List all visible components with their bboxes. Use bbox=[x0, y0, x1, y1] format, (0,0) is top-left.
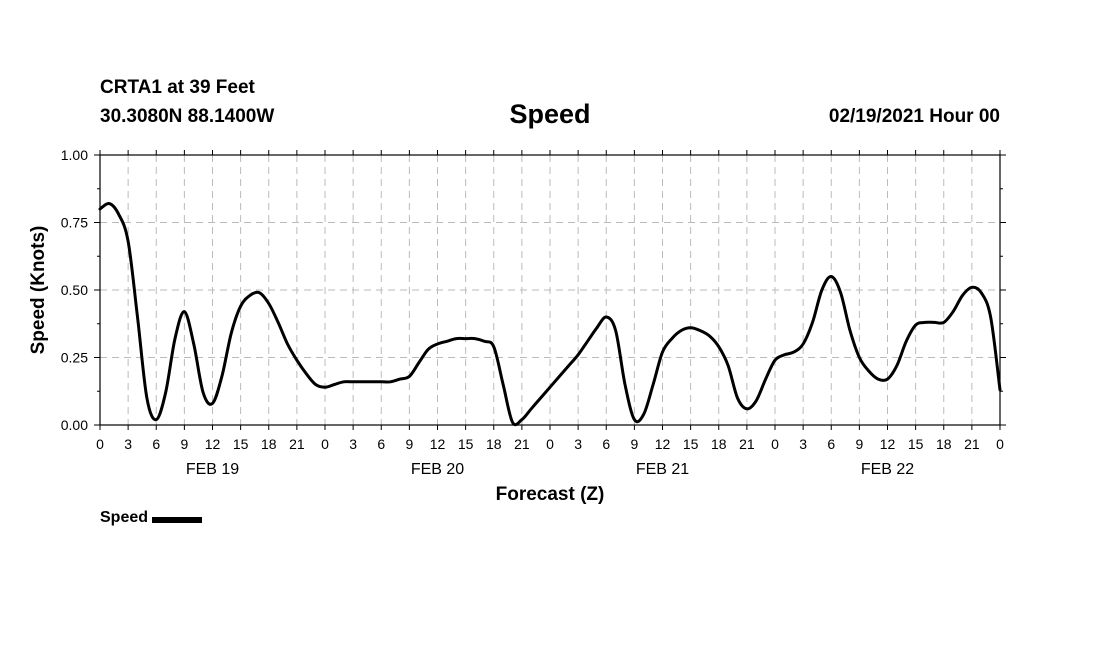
day-label: FEB 19 bbox=[186, 461, 239, 478]
y-tick-label: 0.25 bbox=[61, 350, 88, 366]
x-tick-label: 9 bbox=[630, 436, 638, 452]
y-tick-label: 0.00 bbox=[61, 417, 88, 433]
x-tick-label: 12 bbox=[430, 436, 446, 452]
legend: Speed bbox=[100, 509, 203, 527]
coordinates-label: 30.3080N 88.1400W bbox=[100, 106, 275, 127]
y-tick-label: 0.75 bbox=[61, 215, 88, 231]
y-tick-label: 0.50 bbox=[61, 282, 88, 298]
x-tick-label: 21 bbox=[289, 436, 305, 452]
x-tick-label: 9 bbox=[405, 436, 413, 452]
x-tick-label: 0 bbox=[96, 436, 104, 452]
chart-title: Speed bbox=[509, 99, 591, 129]
forecast-date-label: 02/19/2021 Hour 00 bbox=[828, 106, 1000, 127]
y-tick-labels: 0.00 0.25 0.50 0.75 1.00 bbox=[61, 147, 88, 433]
station-label: CRTA1 at 39 Feet bbox=[100, 77, 255, 98]
y-tick-label: 1.00 bbox=[61, 147, 88, 163]
x-tick-label: 18 bbox=[936, 436, 952, 452]
x-tick-label: 3 bbox=[574, 436, 582, 452]
x-tick-label: 15 bbox=[908, 436, 924, 452]
x-tick-label: 6 bbox=[377, 436, 385, 452]
x-tick-label: 18 bbox=[486, 436, 502, 452]
day-label: FEB 20 bbox=[411, 461, 464, 478]
x-tick-label: 6 bbox=[602, 436, 610, 452]
y-axis-label: Speed (Knots) bbox=[28, 226, 49, 355]
x-tick-label: 0 bbox=[321, 436, 329, 452]
x-tick-label: 6 bbox=[152, 436, 160, 452]
grid-layer bbox=[100, 155, 1000, 425]
x-tick-label: 21 bbox=[514, 436, 530, 452]
x-tick-label: 15 bbox=[233, 436, 249, 452]
legend-swatch bbox=[152, 516, 203, 523]
x-tick-label: 6 bbox=[827, 436, 835, 452]
day-label: FEB 21 bbox=[636, 461, 689, 478]
legend-label: Speed bbox=[100, 509, 149, 526]
x-tick-label: 18 bbox=[261, 436, 277, 452]
x-tick-label: 0 bbox=[996, 436, 1004, 452]
x-tick-label: 12 bbox=[205, 436, 221, 452]
day-labels: FEB 19 FEB 20 FEB 21 FEB 22 bbox=[186, 461, 914, 478]
x-tick-labels: 0 3 6 9 12 15 18 21 0 3 6 9 12 15 18 21 0 3 6 9 12 15 18 21 0 3 6 9… bbox=[96, 436, 1004, 452]
x-tick-label: 12 bbox=[880, 436, 896, 452]
x-tick-label: 12 bbox=[655, 436, 671, 452]
x-axis-label: Forecast (Z) bbox=[496, 484, 605, 505]
x-tick-label: 15 bbox=[458, 436, 474, 452]
x-tick-label: 9 bbox=[855, 436, 863, 452]
x-tick-label: 15 bbox=[683, 436, 699, 452]
x-tick-label: 9 bbox=[180, 436, 188, 452]
day-label: FEB 22 bbox=[861, 461, 914, 478]
tick-layer bbox=[94, 150, 1006, 430]
series-line-speed bbox=[98, 202, 1002, 427]
x-tick-label: 0 bbox=[771, 436, 779, 452]
x-tick-label: 21 bbox=[964, 436, 980, 452]
x-tick-label: 21 bbox=[739, 436, 755, 452]
x-tick-label: 3 bbox=[124, 436, 132, 452]
x-tick-label: 0 bbox=[546, 436, 554, 452]
x-tick-label: 3 bbox=[349, 436, 357, 452]
x-tick-label: 18 bbox=[711, 436, 727, 452]
x-tick-label: 3 bbox=[799, 436, 807, 452]
